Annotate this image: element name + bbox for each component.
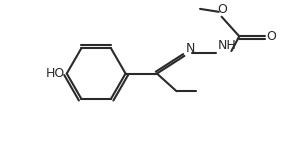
Text: N: N <box>185 42 195 55</box>
Text: O: O <box>267 30 277 43</box>
Text: HO: HO <box>46 67 65 80</box>
Text: O: O <box>218 3 228 16</box>
Text: NH: NH <box>218 39 237 52</box>
